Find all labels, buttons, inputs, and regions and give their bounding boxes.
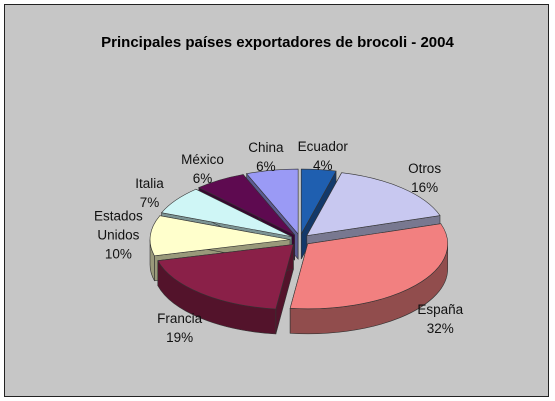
pie-slice (289, 223, 448, 310)
slice-label: España 32% (402, 300, 478, 338)
value-label: 6% (256, 158, 276, 174)
value-label: 32% (426, 320, 454, 336)
slice-tops (149, 168, 448, 310)
category-label: Otros (408, 161, 442, 177)
slice-label: Ecuador 4% (285, 137, 361, 175)
value-label: 19% (166, 330, 194, 346)
value-label: 10% (104, 246, 132, 262)
pie-slice (149, 215, 291, 257)
pie-slice (157, 244, 294, 310)
slice-label: China 6% (228, 138, 304, 176)
category-label: Estados Unidos (93, 208, 143, 243)
slice-label: México 6% (164, 150, 240, 188)
slice-label: Estados Unidos 10% (80, 206, 156, 263)
value-label: 7% (139, 194, 160, 210)
category-label: Francia (157, 311, 203, 327)
value-label: 4% (313, 158, 333, 174)
pie-slice (198, 174, 295, 236)
pie-slice (300, 168, 337, 235)
value-label: 16% (411, 180, 439, 196)
slice-label: Francia 19% (142, 309, 218, 347)
chart-title: Principales países exportadores de broco… (101, 34, 454, 51)
value-label: 6% (192, 170, 213, 186)
pie-slice (160, 188, 292, 237)
category-label: Italia (135, 175, 164, 191)
pie-slice (246, 168, 299, 235)
category-label: Ecuador (297, 139, 348, 155)
category-label: China (248, 139, 284, 155)
pie-slice (306, 172, 441, 237)
category-label: México (181, 151, 224, 167)
slice-label: Italia 7% (111, 174, 187, 212)
slice-label: Otros 16% (387, 159, 463, 197)
category-label: España (417, 301, 464, 317)
